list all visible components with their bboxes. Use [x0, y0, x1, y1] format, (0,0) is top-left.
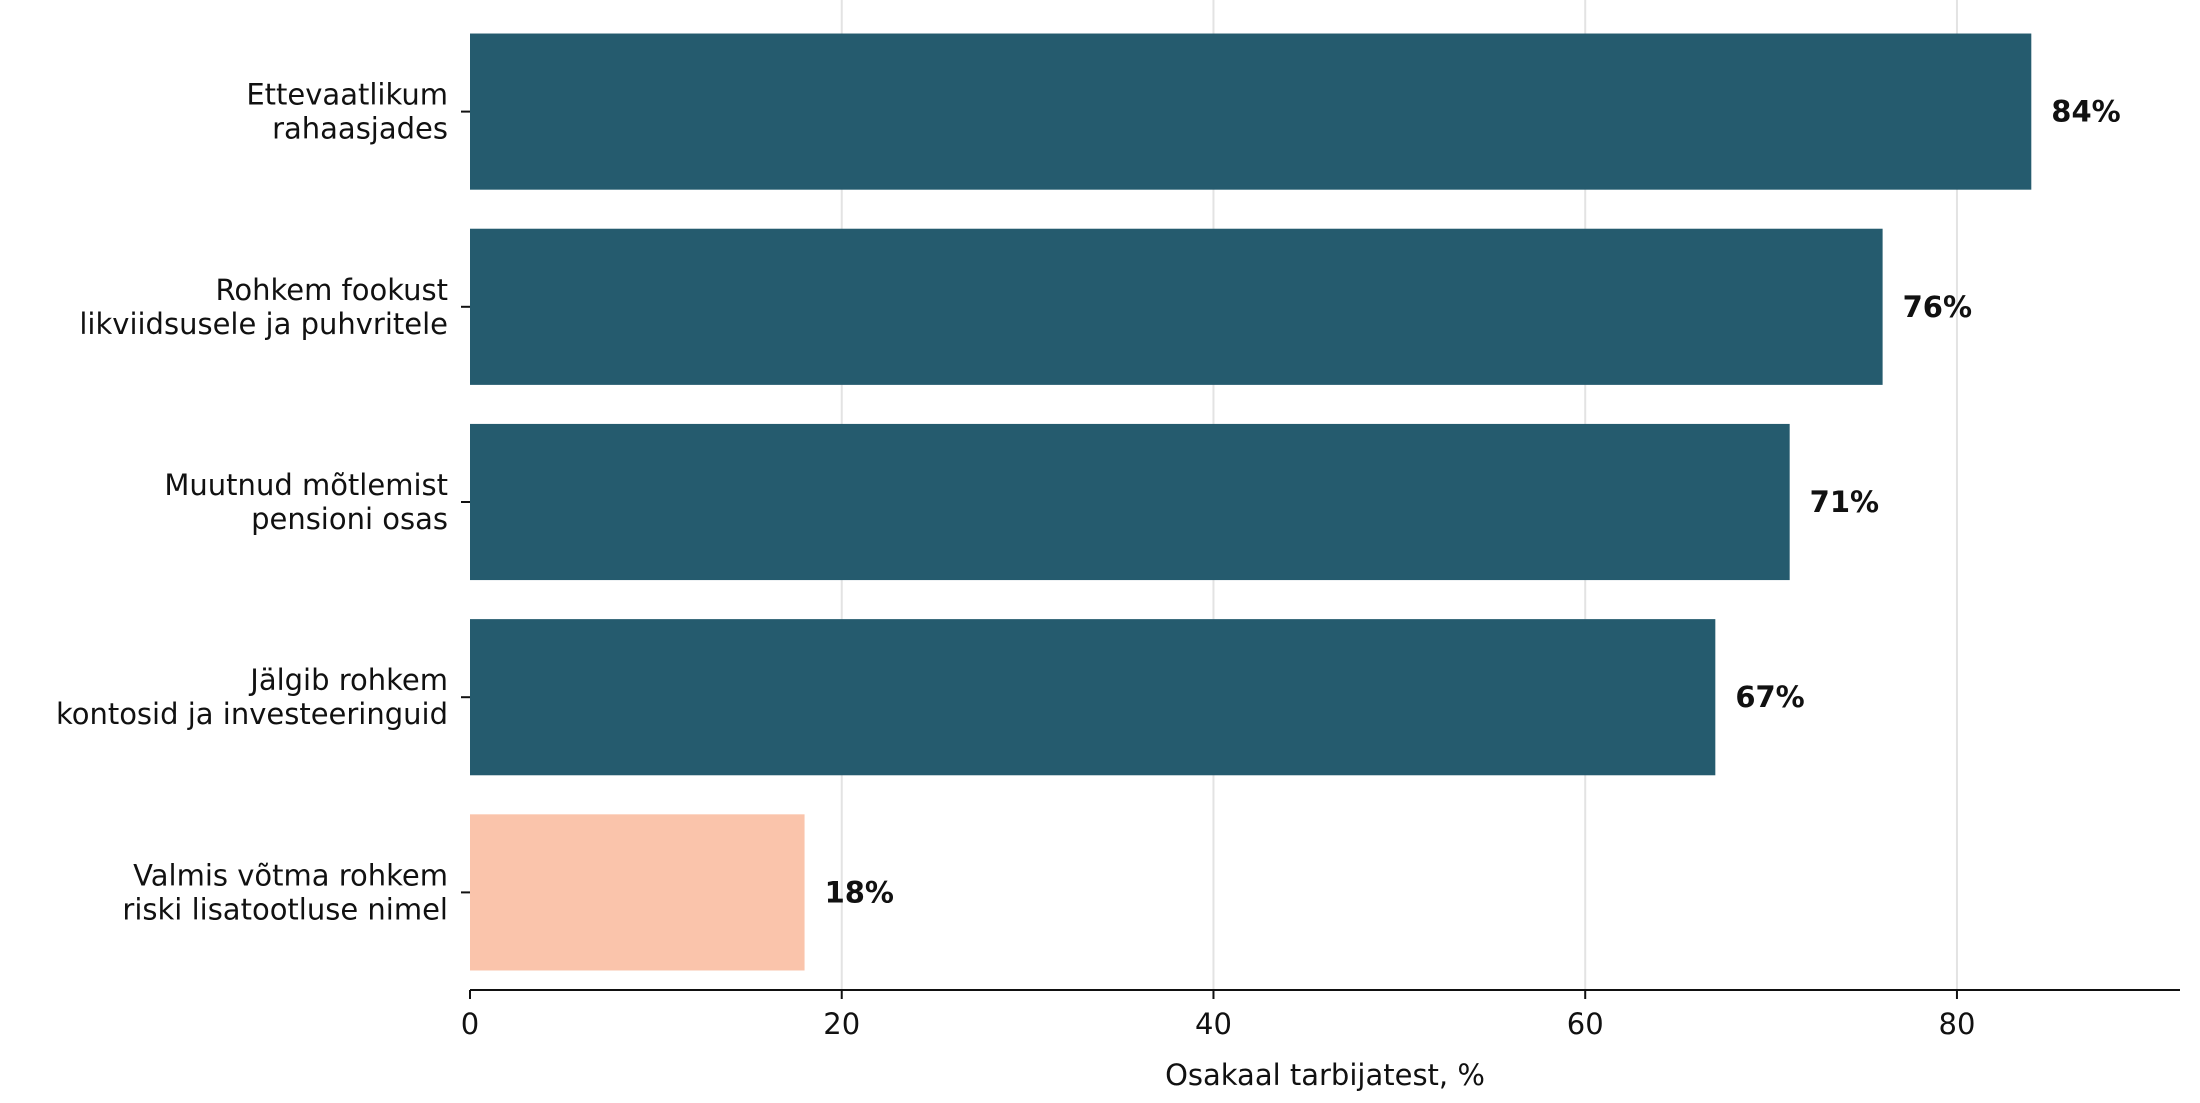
x-tick-label-20: 20 — [823, 1007, 860, 1041]
data-label-1: 84% — [2051, 95, 2120, 129]
x-tick-label-60: 60 — [1567, 1007, 1604, 1041]
bar-4 — [470, 619, 1716, 776]
x-tick-label-0: 0 — [461, 1007, 479, 1041]
data-label-4: 67% — [1735, 680, 1804, 714]
category-label-4-line-2: kontosid ja investeeringuid — [56, 697, 448, 731]
data-label-5: 18% — [825, 875, 894, 909]
category-label-1-line-1: Ettevaatlikum — [246, 78, 448, 112]
category-label-3-line-1: Muutnud mõtlemist — [164, 468, 448, 502]
category-label-1-line-2: rahaasjades — [272, 112, 448, 146]
bar-1 — [470, 33, 2032, 190]
bar-2 — [470, 228, 1883, 385]
bar-3 — [470, 423, 1790, 581]
data-label-3: 71% — [1810, 485, 1879, 519]
bar-5 — [470, 814, 805, 971]
x-ticks: 0 20 40 60 80 — [461, 990, 1976, 1041]
category-label-3-line-2: pensioni osas — [251, 502, 448, 536]
category-label-5-line-1: Valmis võtma rohkem — [133, 858, 448, 892]
data-label-2: 76% — [1903, 290, 1972, 324]
category-label-5-line-2: riski lisatootluse nimel — [122, 892, 448, 926]
x-axis-title: Osakaal tarbijatest, % — [1165, 1058, 1485, 1092]
category-label-2-line-1: Rohkem fookust — [216, 273, 449, 307]
category-label-4-line-1: Jälgib rohkem — [248, 663, 448, 697]
data-labels: 84% 76% 71% 67% 18% — [825, 95, 2121, 910]
category-label-2-line-2: likviidsusele ja puhvritele — [79, 307, 448, 341]
x-tick-label-40: 40 — [1195, 1007, 1232, 1041]
x-tick-label-80: 80 — [1939, 1007, 1976, 1041]
bars — [470, 33, 2032, 971]
